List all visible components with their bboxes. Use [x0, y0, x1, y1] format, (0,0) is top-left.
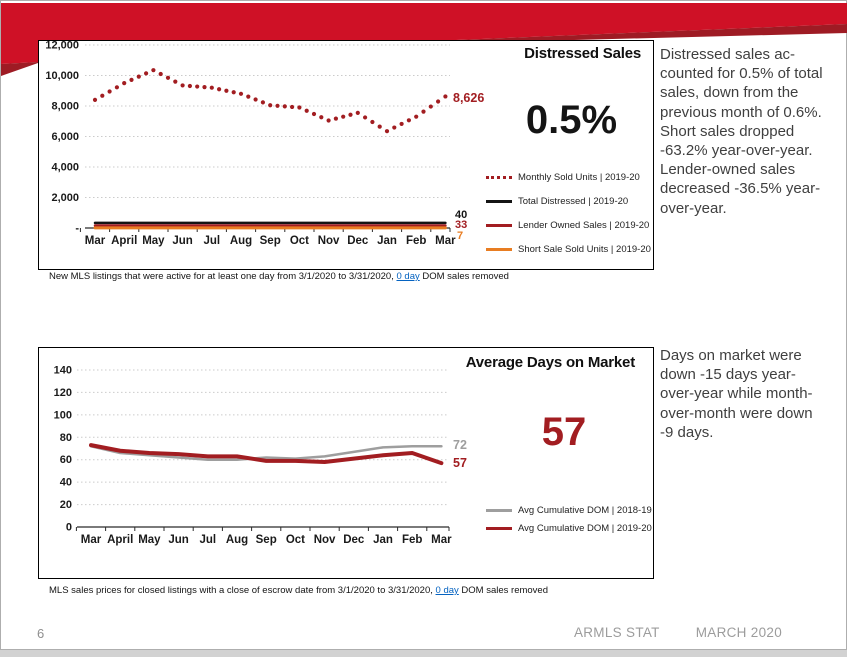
svg-text:0: 0: [66, 522, 72, 534]
days-on-market-chart: 0 20 40 60 80 100 120 140 Mar April May Jun Jul Aug Se…: [54, 365, 453, 547]
legend-label: Avg Cumulative DOM | 2019-20: [518, 523, 652, 534]
footer: ARMLS STAT MARCH 2020: [574, 625, 782, 640]
legend-item: Avg Cumulative DOM | 2018-19: [486, 504, 652, 517]
svg-text:Mar: Mar: [85, 235, 106, 247]
svg-text:60: 60: [60, 454, 72, 466]
svg-text:Jun: Jun: [168, 534, 188, 546]
svg-text:6,000: 6,000: [51, 131, 79, 143]
distressed-sales-commentary: Distressed sales ac- counted for 0.5% of…: [660, 46, 823, 217]
svg-text:April: April: [111, 235, 137, 247]
chart-title: Average Days on Market: [465, 354, 635, 371]
chart1-legend: Monthly Sold Units | 2019-20 Total Distre…: [486, 171, 651, 267]
svg-text:Oct: Oct: [286, 534, 305, 546]
svg-text:Feb: Feb: [406, 235, 426, 247]
legend-item: Short Sale Sold Units | 2019-20: [486, 243, 651, 256]
chart1-footnote: New MLS listings that were active for at…: [49, 271, 509, 282]
svg-text:Sep: Sep: [256, 534, 277, 546]
legend-line-swatch: [486, 248, 512, 251]
chart2-legend: Avg Cumulative DOM | 2018-19 Avg Cumulati…: [486, 504, 652, 540]
svg-text:10,000: 10,000: [45, 70, 79, 82]
svg-text:Mar: Mar: [81, 534, 102, 546]
end-label-lender-owned: 33: [455, 219, 468, 231]
chart2-footnote: MLS sales prices for closed listings wit…: [49, 585, 548, 596]
legend-label: Monthly Sold Units | 2019-20: [518, 172, 640, 183]
svg-text:Jul: Jul: [203, 235, 220, 247]
svg-text:100: 100: [54, 409, 72, 421]
svg-text:Sep: Sep: [260, 235, 281, 247]
svg-text:Nov: Nov: [318, 235, 340, 247]
svg-text:Aug: Aug: [230, 235, 252, 247]
svg-text:April: April: [107, 534, 133, 546]
svg-text:Jul: Jul: [199, 534, 216, 546]
svg-text:May: May: [142, 235, 165, 247]
end-label-dom-2019-20: 57: [453, 456, 467, 470]
distressed-sales-chart: - 2,000 4,000 6,000 8,000 10,000 12,000 Mar Apri…: [45, 41, 456, 247]
legend-line-swatch: [486, 200, 512, 203]
svg-text:Jan: Jan: [373, 534, 393, 546]
svg-text:8,000: 8,000: [51, 101, 79, 113]
svg-text:May: May: [138, 534, 161, 546]
banner-shadow-left: [1, 62, 38, 76]
legend-item: Monthly Sold Units | 2019-20: [486, 171, 651, 184]
svg-text:Mar: Mar: [435, 235, 456, 247]
footnote-text: New MLS listings that were active for at…: [49, 271, 397, 282]
big-value-avg-dom: 57: [541, 410, 587, 454]
svg-text:12,000: 12,000: [45, 41, 79, 52]
svg-text:Dec: Dec: [343, 534, 365, 546]
svg-text:140: 140: [54, 365, 72, 377]
end-label-total-distressed: 40: [455, 209, 468, 221]
legend-item: Total Distressed | 2019-20: [486, 195, 651, 208]
legend-item: Avg Cumulative DOM | 2019-20: [486, 522, 652, 535]
svg-text:Jun: Jun: [172, 235, 192, 247]
svg-text:Oct: Oct: [290, 235, 309, 247]
svg-text:Mar: Mar: [431, 534, 452, 546]
end-label-monthly-sold: 8,626: [453, 91, 485, 105]
zero-day-dom-link[interactable]: 0 day: [396, 271, 420, 282]
svg-text:-: -: [75, 223, 79, 235]
svg-text:Aug: Aug: [226, 534, 248, 546]
legend-line-swatch: [486, 176, 512, 179]
footnote-text: DOM sales removed: [458, 585, 549, 596]
zero-day-dom-link[interactable]: 0 day: [435, 585, 459, 596]
legend-label: Lender Owned Sales | 2019-20: [518, 220, 650, 231]
big-value-distressed-pct: 0.5%: [525, 98, 618, 142]
legend-label: Short Sale Sold Units | 2019-20: [518, 244, 651, 255]
banner-main: [1, 3, 847, 64]
legend-line-swatch: [486, 527, 512, 530]
svg-text:80: 80: [60, 432, 72, 444]
chart-title: Distressed Sales: [524, 45, 641, 62]
end-label-short-sale: 7: [457, 230, 464, 242]
days-on-market-chart-box: 0 20 40 60 80 100 120 140 Mar April May Jun Jul Aug Se…: [38, 347, 654, 579]
svg-text:4,000: 4,000: [51, 162, 79, 174]
svg-text:Dec: Dec: [347, 235, 369, 247]
end-label-dom-2018-19: 72: [453, 438, 467, 452]
svg-text:Nov: Nov: [314, 534, 336, 546]
legend-label: Total Distressed | 2019-20: [518, 196, 629, 207]
svg-text:2,000: 2,000: [51, 192, 79, 204]
footnote-text: DOM sales removed: [419, 271, 509, 282]
banner-ribbon: [1, 3, 847, 76]
footer-month: MARCH 2020: [695, 625, 782, 640]
legend-label: Avg Cumulative DOM | 2018-19: [518, 505, 652, 516]
legend-item: Lender Owned Sales | 2019-20: [486, 219, 651, 232]
footnote-text: MLS sales prices for closed listings wit…: [49, 585, 436, 596]
days-on-market-commentary: Days on market were down -15 days year- …: [660, 347, 813, 441]
svg-text:Feb: Feb: [402, 534, 422, 546]
distressed-sales-chart-box: - 2,000 4,000 6,000 8,000 10,000 12,000 Mar Apri…: [38, 40, 654, 270]
svg-text:120: 120: [54, 387, 72, 399]
legend-line-swatch: [486, 224, 512, 227]
svg-text:20: 20: [60, 499, 72, 511]
svg-text:40: 40: [60, 477, 72, 489]
legend-line-swatch: [486, 509, 512, 512]
page-number: 6: [37, 626, 45, 641]
footer-brand: ARMLS STAT: [573, 625, 660, 640]
svg-text:Jan: Jan: [377, 235, 397, 247]
